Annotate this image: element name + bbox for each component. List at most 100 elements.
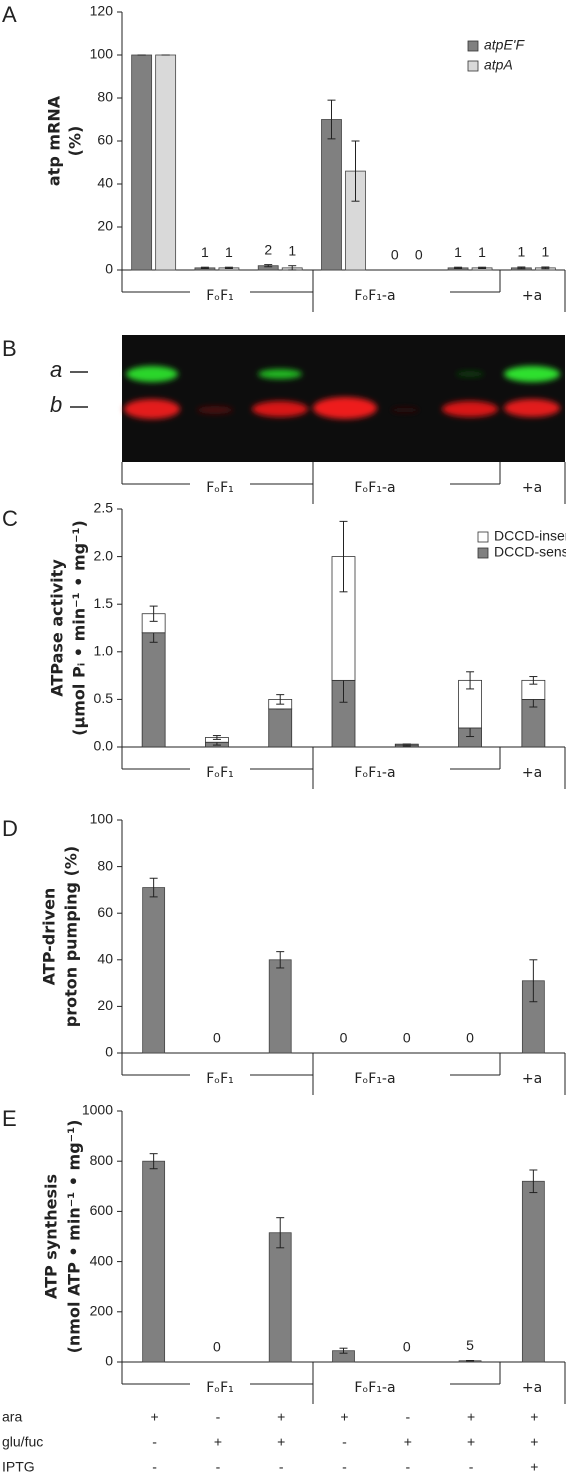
y-axis-label: proton pumping (%) [62, 846, 81, 1027]
error-bar [339, 1347, 348, 1354]
error-bar [339, 520, 348, 593]
panel-label: B [2, 336, 17, 361]
y-tick-label: 60 [97, 904, 113, 920]
data-label: 1 [517, 244, 525, 260]
legend-swatch [467, 40, 479, 52]
error-bar [529, 1169, 538, 1194]
error-bar [264, 264, 273, 268]
y-tick-label: 1000 [82, 1102, 113, 1118]
condition-value: + [467, 1434, 475, 1450]
error-bar [454, 266, 463, 269]
group-label: FₒF₁ [206, 1071, 234, 1087]
data-label: 0 [415, 247, 423, 263]
group-label: +a [522, 480, 542, 496]
data-label: 0 [466, 1030, 474, 1046]
legend-label: DCCD-insensitive [494, 528, 566, 544]
y-tick-label: 40 [97, 951, 113, 967]
condition-value: - [216, 1459, 221, 1475]
condition-value: + [530, 1459, 538, 1475]
y-tick-label: 2.0 [94, 547, 114, 563]
bar [268, 1232, 292, 1363]
condition-name: IPTG [2, 1459, 35, 1475]
y-tick-label: 0 [105, 1353, 113, 1369]
group-label: FₒF₁-a [354, 1380, 395, 1396]
group-label: FₒF₁ [206, 288, 234, 304]
y-tick-label: 80 [97, 89, 113, 105]
condition-value: + [404, 1434, 412, 1450]
band-label: a [50, 357, 62, 382]
y-tick-label: 20 [97, 218, 113, 234]
y-axis-label: ATP-driven [40, 888, 59, 986]
bar [321, 119, 342, 271]
group-label: FₒF₁-a [354, 765, 395, 781]
legend-swatch [477, 531, 489, 543]
y-tick-label: 600 [90, 1202, 114, 1218]
y-tick-label: 200 [90, 1303, 114, 1319]
condition-value: + [214, 1434, 222, 1450]
y-axis-label: ATPase activity [48, 559, 67, 697]
error-bar [224, 266, 233, 269]
data-label: 0 [213, 1339, 221, 1355]
condition-value: - [216, 1409, 221, 1425]
y-tick-label: 1.5 [94, 595, 114, 611]
condition-value: + [277, 1409, 285, 1425]
legend-label: DCCD-sensitive [494, 544, 566, 560]
panel-label: D [2, 816, 18, 841]
y-axis-label: (%) [66, 126, 85, 157]
panel-label: E [2, 1106, 17, 1131]
condition-value: + [340, 1409, 348, 1425]
bar-segment [268, 708, 293, 748]
error-bar [276, 694, 285, 705]
condition-value: + [467, 1409, 475, 1425]
error-bar [149, 605, 158, 622]
y-tick-label: 80 [97, 857, 113, 873]
condition-value: + [151, 1409, 159, 1425]
condition-value: - [342, 1459, 347, 1475]
y-tick-label: 2.5 [94, 500, 114, 516]
error-bar [351, 140, 360, 202]
error-bar [478, 266, 487, 269]
group-label: FₒF₁-a [354, 288, 395, 304]
y-tick-label: 800 [90, 1152, 114, 1168]
y-tick-label: 20 [97, 997, 113, 1013]
y-tick-label: 1.0 [94, 643, 114, 659]
condition-value: + [530, 1434, 538, 1450]
error-bar [327, 99, 336, 140]
error-bar [517, 266, 526, 270]
error-bar [541, 266, 550, 270]
data-label: 1 [201, 244, 209, 260]
y-tick-label: 0.5 [94, 690, 114, 706]
bar [521, 1180, 545, 1363]
y-axis-label: (nmol ATP • min⁻¹ • mg⁻¹) [65, 1120, 84, 1354]
panel-label: A [2, 2, 17, 27]
error-bar [149, 877, 158, 898]
y-axis-label: atp mRNA [45, 95, 64, 186]
bar-segment [141, 632, 166, 748]
condition-value: + [530, 1409, 538, 1425]
error-bar [529, 676, 538, 685]
y-tick-label: 0.0 [94, 738, 114, 754]
condition-value: - [405, 1459, 410, 1475]
data-label: 0 [403, 1030, 411, 1046]
data-label: 0 [213, 1030, 221, 1046]
error-bar [200, 266, 209, 269]
band-label: b [50, 392, 62, 417]
data-label: 1 [225, 244, 233, 260]
error-bar [276, 951, 285, 969]
y-tick-label: 0 [105, 1044, 113, 1060]
error-bar [529, 959, 538, 1003]
y-tick-label: 100 [90, 811, 114, 827]
group-label: FₒF₁ [206, 765, 234, 781]
gel-image [70, 335, 565, 462]
data-label: 0 [403, 1339, 411, 1355]
group-label: FₒF₁-a [354, 480, 395, 496]
condition-value: + [277, 1434, 285, 1450]
y-tick-label: 40 [97, 175, 113, 191]
bar [155, 54, 177, 271]
error-bar [149, 1153, 158, 1170]
group-label: +a [522, 765, 542, 781]
bar [268, 959, 292, 1054]
group-label: FₒF₁ [206, 480, 234, 496]
condition-value: - [152, 1459, 157, 1475]
